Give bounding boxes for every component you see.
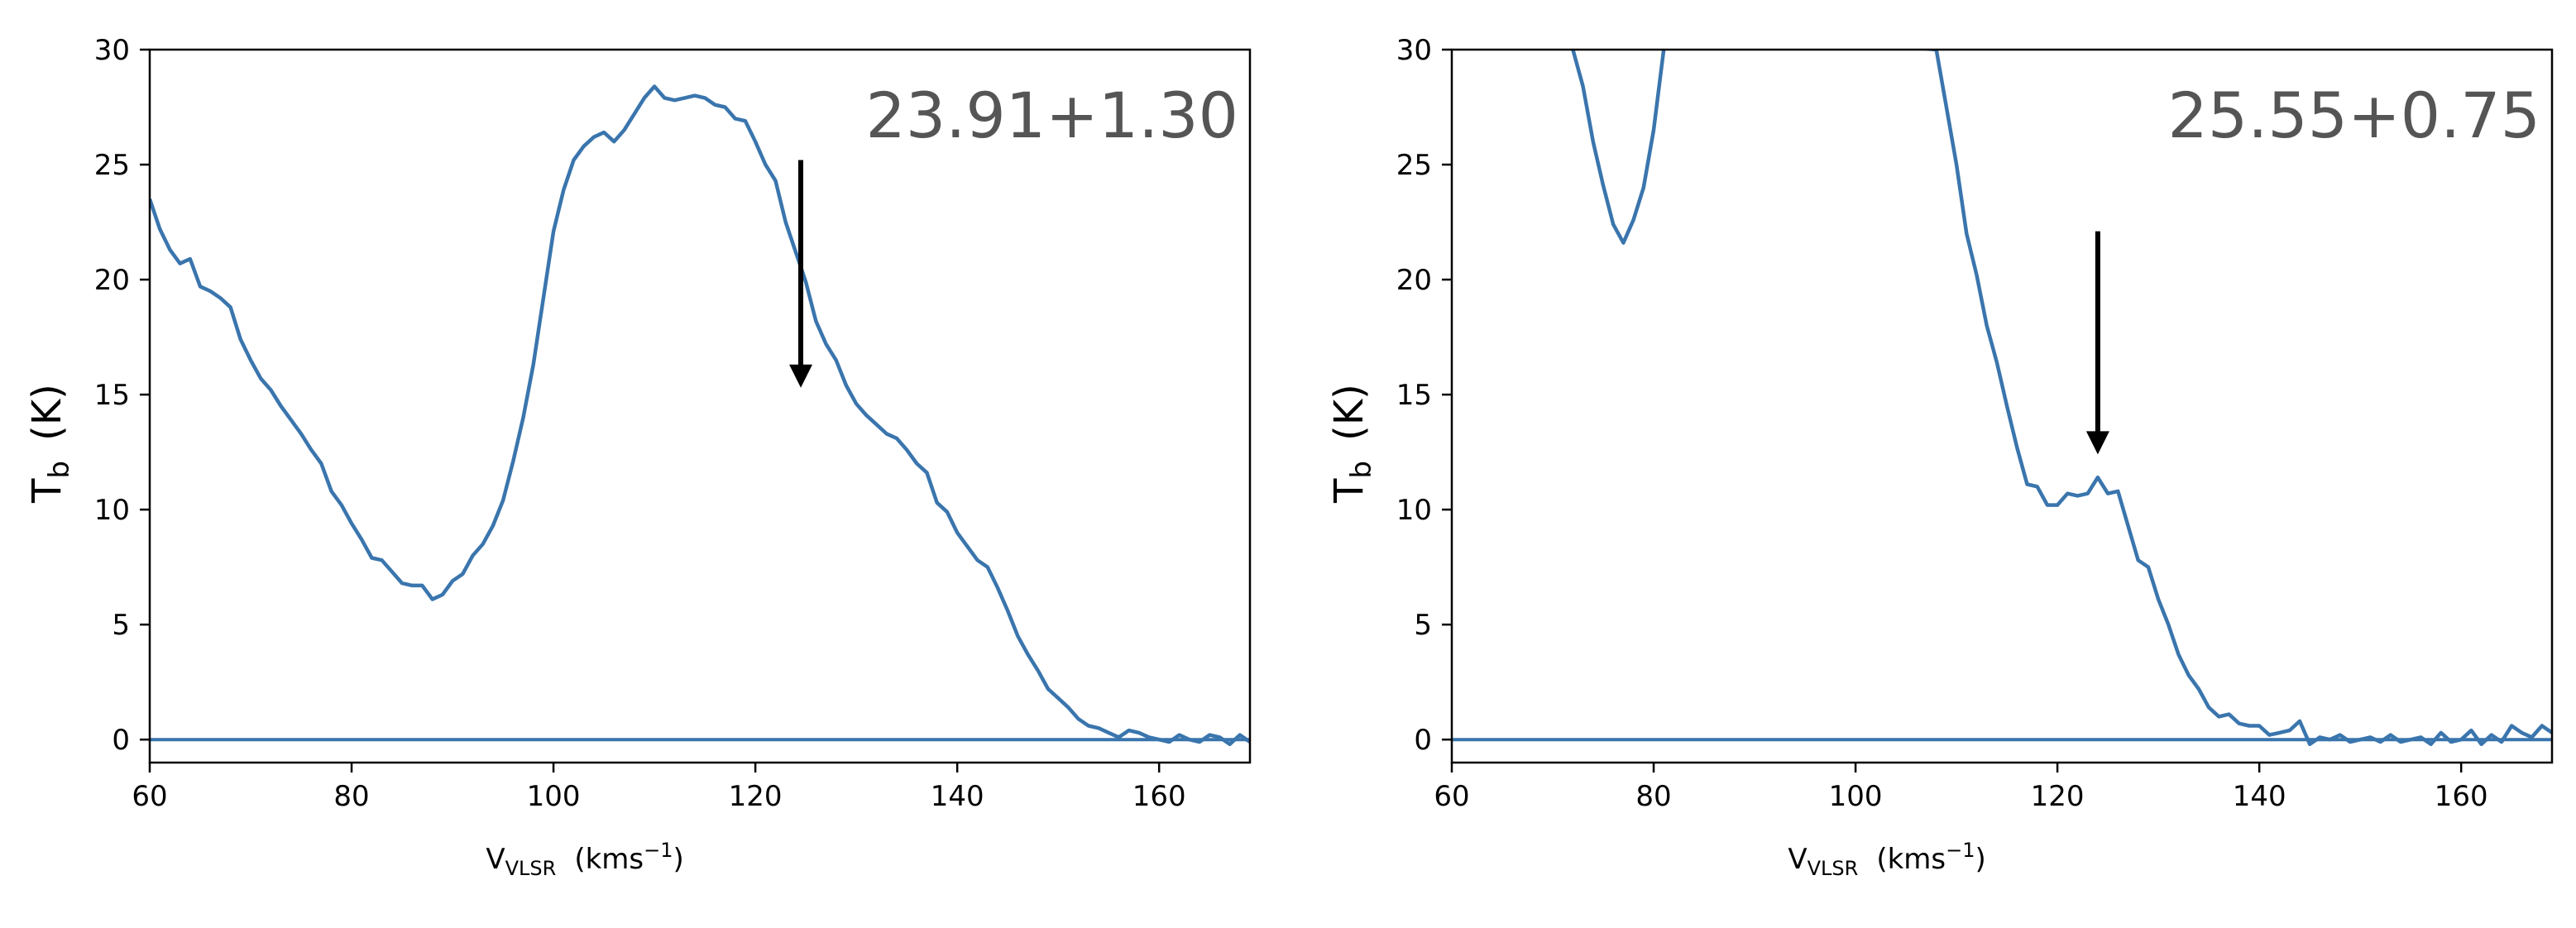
y-tick-label: 0	[112, 724, 130, 757]
x-tick-label: 60	[132, 780, 167, 813]
arrow-head	[789, 364, 813, 388]
plot-area	[1452, 50, 2552, 747]
plot-area	[150, 84, 1250, 747]
y-tick-label: 20	[94, 264, 130, 297]
y-axis-label-sub: b	[43, 461, 76, 479]
y-axis-label-sub: b	[1345, 461, 1378, 479]
y-axis-label: Tb (K)	[1326, 384, 1378, 504]
x-tick-label: 100	[527, 780, 581, 813]
left-spectrum-panel: 60 80 100 120 140 160 0 5 10 15 20 25 30 23.91+1.30 VV…	[24, 34, 1252, 880]
x-axis-label-exponent: −1	[1946, 839, 1975, 862]
arrow-head	[2085, 431, 2109, 455]
y-axis-label: Tb (K)	[24, 384, 76, 504]
x-tick-label: 140	[2233, 780, 2286, 813]
panel-annotation: 23.91+1.30	[866, 79, 1238, 152]
x-axis-label: VVLSR (kms−1)	[1788, 839, 1985, 880]
x-axis-label-sub: VLSR	[1808, 857, 1859, 880]
x-tick-label: 120	[729, 780, 783, 813]
x-axis-label-main: V	[486, 843, 505, 876]
y-tick-label: 30	[1396, 34, 1432, 67]
panel-annotation: 25.55+0.75	[2168, 79, 2540, 152]
x-axis-label-close: )	[1975, 843, 1986, 876]
x-tick-label: 80	[1635, 780, 1671, 813]
y-tick-label: 5	[1414, 609, 1432, 642]
y-tick-label: 25	[94, 149, 130, 182]
x-tick-label: 60	[1434, 780, 1469, 813]
axes-frame	[1450, 48, 2554, 764]
spectrum-line	[1571, 50, 2552, 747]
y-axis-label-main: T	[24, 478, 70, 504]
right-spectrum-panel: 60 80 100 120 140 160 0 5 10 15 20 25 30 25.55+0.75 VV…	[1326, 34, 2554, 880]
y-axis-label-unit: (K)	[24, 384, 70, 441]
spectrum-line	[150, 84, 1250, 747]
y-tick-label: 0	[1414, 724, 1432, 757]
y-axis-label-unit: (K)	[1326, 384, 1372, 441]
x-axis-label-unit: (kms	[1876, 843, 1946, 876]
y-tick-label: 15	[94, 379, 130, 412]
y-tick-label: 10	[94, 494, 130, 527]
x-axis-label-close: )	[673, 843, 684, 876]
axes-frame	[148, 48, 1252, 764]
y-tick-label: 5	[112, 609, 130, 642]
x-tick-label: 80	[333, 780, 369, 813]
x-tick-label: 100	[1829, 780, 1883, 813]
x-tick-label: 160	[1132, 780, 1186, 813]
y-tick-label: 25	[1396, 149, 1432, 182]
x-tick-label: 120	[2031, 780, 2085, 813]
x-axis-label-unit: (kms	[574, 843, 644, 876]
x-tick-label: 140	[931, 780, 984, 813]
x-axis-label-main: V	[1788, 843, 1807, 876]
y-tick-label: 10	[1396, 494, 1432, 527]
y-axis-label-main: T	[1326, 478, 1372, 504]
x-axis-label: VVLSR (kms−1)	[486, 839, 683, 880]
x-axis-label-sub: VLSR	[505, 857, 557, 880]
x-axis-label-exponent: −1	[644, 839, 673, 862]
y-tick-label: 15	[1396, 379, 1432, 412]
y-tick-label: 20	[1396, 264, 1432, 297]
y-tick-label: 30	[94, 34, 130, 67]
x-tick-label: 160	[2435, 780, 2488, 813]
